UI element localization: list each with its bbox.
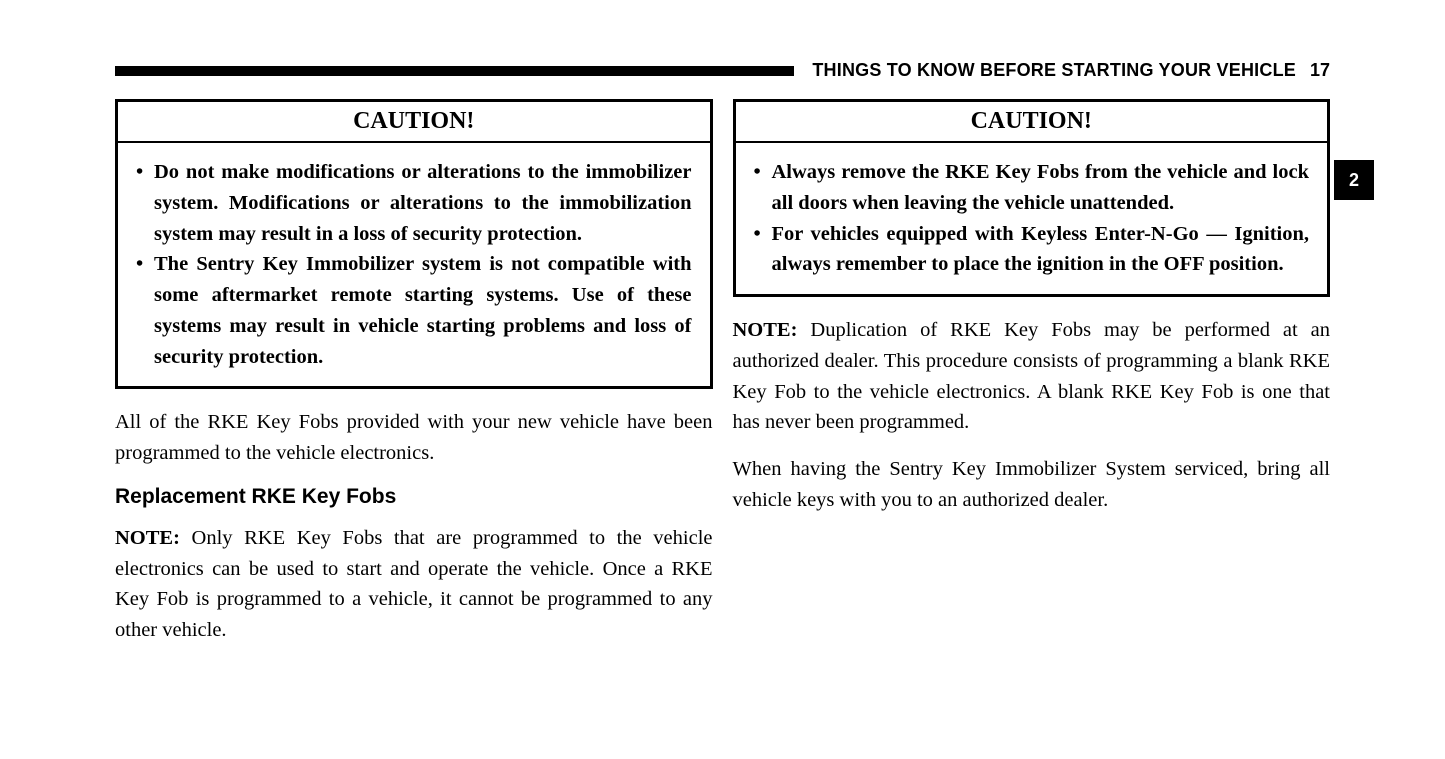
caution-item: Always remove the RKE Key Fobs from the … xyxy=(754,157,1310,219)
note-label: NOTE: xyxy=(733,319,798,341)
page-number: 17 xyxy=(1310,60,1330,81)
two-column-layout: CAUTION! Do not make modifications or al… xyxy=(115,99,1330,646)
caution-item: Do not make modifications or alterations… xyxy=(136,157,692,249)
note-label: NOTE: xyxy=(115,527,180,549)
note-paragraph: NOTE: Duplication of RKE Key Fobs may be… xyxy=(733,315,1331,438)
right-column: CAUTION! Always remove the RKE Key Fobs … xyxy=(733,99,1331,646)
header-rule xyxy=(115,66,794,76)
header-title: THINGS TO KNOW BEFORE STARTING YOUR VEHI… xyxy=(812,60,1296,81)
caution-body: Always remove the RKE Key Fobs from the … xyxy=(736,143,1328,294)
caution-title: CAUTION! xyxy=(118,102,710,143)
running-header: THINGS TO KNOW BEFORE STARTING YOUR VEHI… xyxy=(115,60,1330,81)
section-tab: 2 xyxy=(1334,160,1374,200)
body-paragraph: All of the RKE Key Fobs provided with yo… xyxy=(115,407,713,469)
note-text: Duplication of RKE Key Fobs may be perfo… xyxy=(733,319,1331,433)
caution-item: For vehicles equipped with Keyless Enter… xyxy=(754,219,1310,281)
caution-body: Do not make modifications or alterations… xyxy=(118,143,710,386)
left-column: CAUTION! Do not make modifications or al… xyxy=(115,99,713,646)
manual-page: THINGS TO KNOW BEFORE STARTING YOUR VEHI… xyxy=(0,0,1445,686)
caution-box: CAUTION! Always remove the RKE Key Fobs … xyxy=(733,99,1331,297)
caution-title: CAUTION! xyxy=(736,102,1328,143)
subheading: Replacement RKE Key Fobs xyxy=(115,485,713,509)
note-text: Only RKE Key Fobs that are programmed to… xyxy=(115,527,713,641)
caution-item: The Sentry Key Immobilizer system is not… xyxy=(136,249,692,372)
caution-box: CAUTION! Do not make modifications or al… xyxy=(115,99,713,389)
body-paragraph: When having the Sentry Key Immobilizer S… xyxy=(733,454,1331,516)
note-paragraph: NOTE: Only RKE Key Fobs that are program… xyxy=(115,523,713,646)
